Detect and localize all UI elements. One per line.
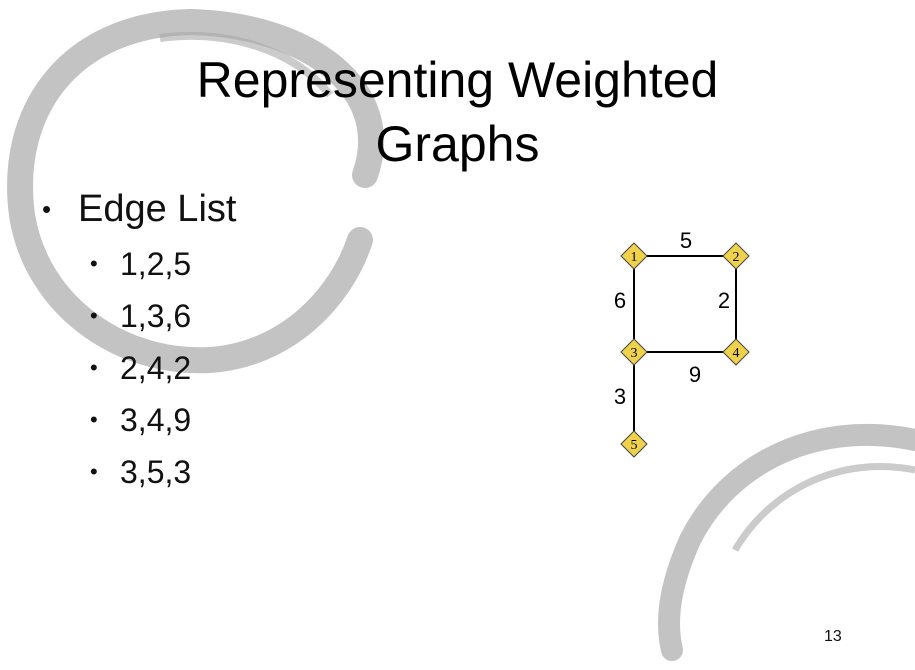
edge-entry: 1,2,5 xyxy=(120,245,192,282)
bullet-dot: • xyxy=(90,459,98,484)
bullet-dot: • xyxy=(90,303,98,328)
node-3: 3 xyxy=(620,338,648,366)
edge-entry: 1,3,6 xyxy=(120,297,192,334)
bullet-dot: • xyxy=(42,193,52,224)
list-item: • 2,4,2 xyxy=(90,342,236,394)
node-5: 5 xyxy=(620,430,648,458)
title-line-1: Representing Weighted xyxy=(196,52,719,108)
edge-entry: 3,5,3 xyxy=(120,453,192,490)
slide-title: Representing Weighted Graphs xyxy=(0,48,915,176)
node-2: 2 xyxy=(722,242,750,270)
node-2-label: 2 xyxy=(733,250,740,265)
node-3-diamond xyxy=(620,338,648,366)
bullet-edge-list: • Edge List xyxy=(42,186,236,232)
node-4-diamond xyxy=(722,338,750,366)
bullet-list: • Edge List • 1,2,5 • 1,3,6 • 2,4,2 • 3,4,9 … xyxy=(42,186,236,498)
weight-3-5: 3 xyxy=(614,384,626,409)
weighted-graph-diagram: 5 6 2 9 3 1 2 3 4 5 xyxy=(614,228,750,458)
node-4-label: 4 xyxy=(733,346,740,361)
weight-3-4: 9 xyxy=(689,362,701,387)
node-1-diamond xyxy=(620,242,648,270)
bullet-dot: • xyxy=(90,355,98,380)
node-4: 4 xyxy=(722,338,750,366)
node-5-diamond xyxy=(620,430,648,458)
node-2-diamond xyxy=(722,242,750,270)
list-item: • 3,4,9 xyxy=(90,394,236,446)
bullet-label: Edge List xyxy=(78,187,237,230)
node-5-label: 5 xyxy=(631,438,638,453)
node-1: 1 xyxy=(620,242,648,270)
edge-entry: 3,4,9 xyxy=(120,401,192,438)
list-item: • 1,3,6 xyxy=(90,290,236,342)
bullet-dot: • xyxy=(90,251,98,276)
weight-2-4: 2 xyxy=(718,288,730,313)
node-3-label: 3 xyxy=(631,346,638,361)
node-1-label: 1 xyxy=(631,250,638,265)
page-number: 13 xyxy=(824,628,842,645)
list-item: • 3,5,3 xyxy=(90,446,236,498)
bullet-dot: • xyxy=(90,407,98,432)
weight-1-2: 5 xyxy=(680,228,692,253)
weight-1-3: 6 xyxy=(614,288,626,313)
list-item: • 1,2,5 xyxy=(90,238,236,290)
edge-list-items: • 1,2,5 • 1,3,6 • 2,4,2 • 3,4,9 • 3,5,3 xyxy=(90,238,236,498)
edge-entry: 2,4,2 xyxy=(120,349,192,386)
title-line-2: Graphs xyxy=(375,116,540,172)
